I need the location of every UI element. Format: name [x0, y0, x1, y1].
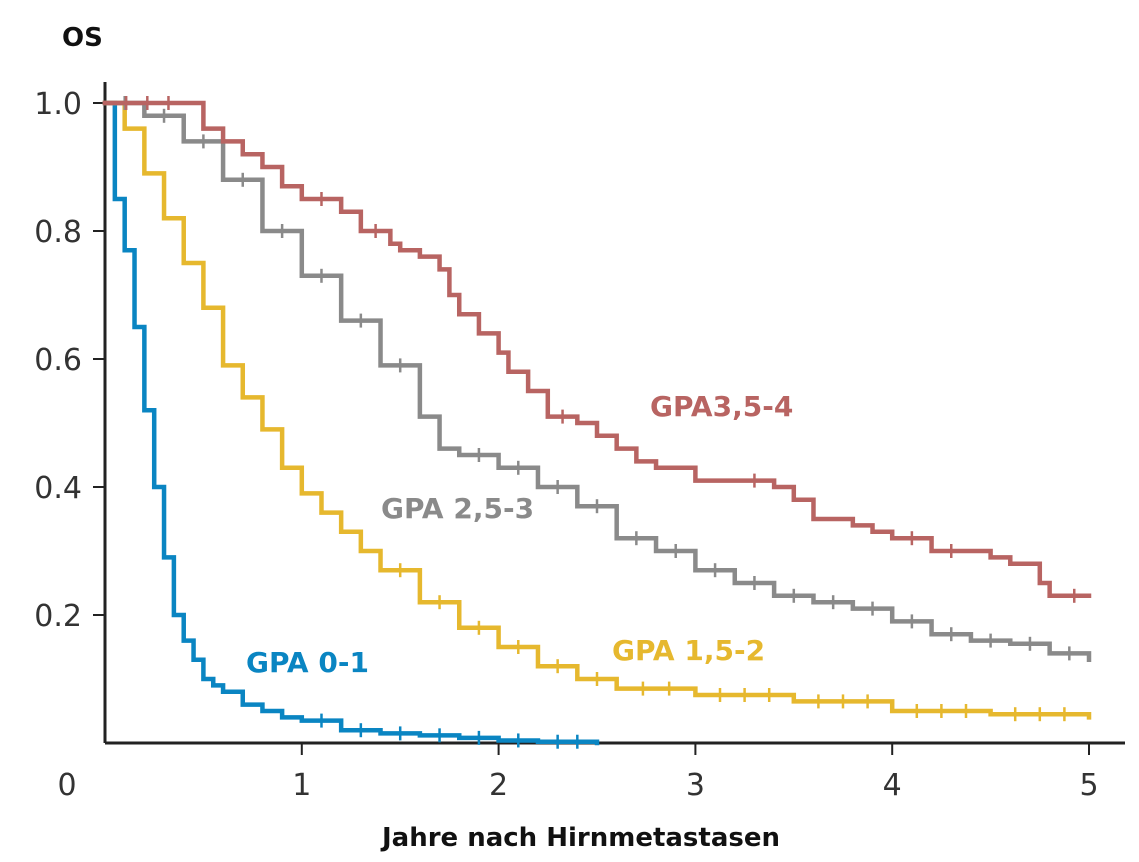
axes: 0.2 0.4 0.6 0.8 1.0 0 1 2 3 4 5: [34, 82, 1125, 803]
x-axis-title: Jahre nach Hirnmetastasen: [380, 823, 780, 853]
x-tick-label: 5: [1079, 768, 1098, 803]
censor-marks-gpa-0-1: [320, 713, 579, 749]
series-label-gpa3-5-4: GPA3,5-4: [650, 390, 793, 423]
y-tick-label: 1.0: [34, 87, 82, 122]
x-tick-label: 0: [57, 768, 76, 803]
series-label-gpa-1-5-2: GPA 1,5-2: [612, 634, 765, 667]
censor-marks-gpa-1-5-2: [398, 563, 1066, 722]
y-axis-title: OS: [62, 23, 103, 53]
y-tick-label: 0.6: [34, 343, 82, 378]
curve-gpa3-5-4: [102, 100, 1092, 599]
y-tick-label: 0.4: [34, 471, 82, 506]
series-curves: [102, 96, 1092, 749]
y-tick-label: 0.8: [34, 215, 82, 250]
x-tick-label: 2: [489, 768, 508, 803]
series-labels: GPA3,5-4 GPA 2,5-3 GPA 1,5-2 GPA 0-1: [246, 390, 793, 679]
y-tick-label: 0.2: [34, 599, 82, 634]
x-tick-label: 1: [292, 768, 311, 803]
curve-gpa-2-5-3: [102, 100, 1092, 663]
censor-marks-gpa-2-5-3: [123, 96, 1071, 661]
curve-gpa-0-1: [102, 100, 600, 746]
series-label-gpa-2-5-3: GPA 2,5-3: [381, 492, 534, 525]
x-tick-label: 3: [686, 768, 705, 803]
series-label-gpa-0-1: GPA 0-1: [246, 646, 369, 679]
curve-gpa-1-5-2: [102, 100, 1092, 720]
censor-marks-gpa3-5-4: [124, 96, 1076, 603]
x-tick-label: 4: [883, 768, 902, 803]
